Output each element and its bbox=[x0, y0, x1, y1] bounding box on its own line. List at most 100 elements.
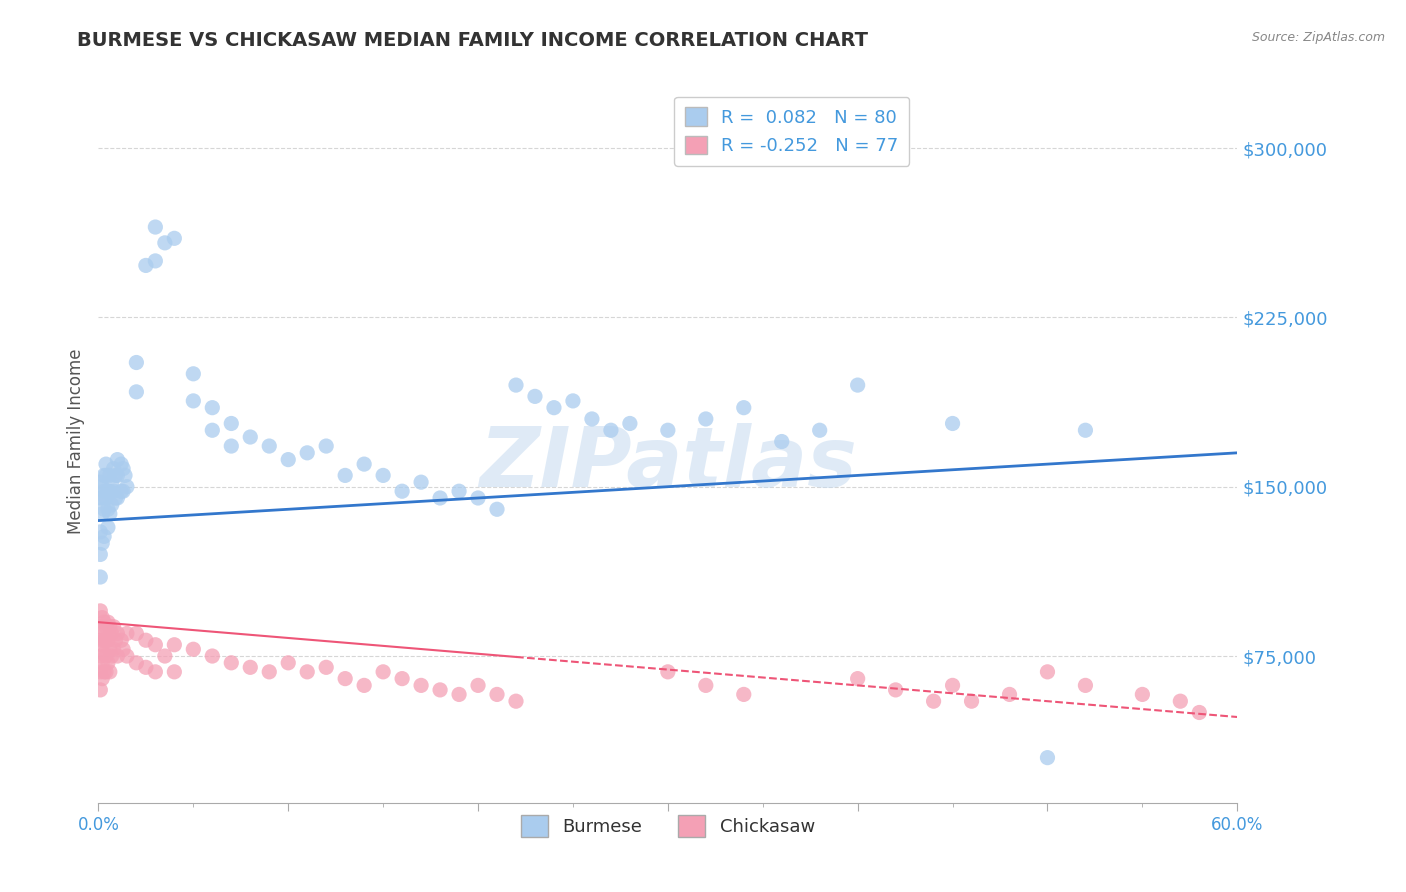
Point bbox=[94, 620, 117, 634]
Text: ZIPatlas: ZIPatlas bbox=[479, 423, 856, 504]
Point bbox=[91, 610, 114, 624]
Point bbox=[93, 647, 115, 661]
Point bbox=[942, 678, 965, 692]
Point bbox=[89, 491, 111, 505]
Point bbox=[115, 648, 138, 663]
Point bbox=[942, 417, 965, 431]
Point bbox=[104, 491, 127, 505]
Point bbox=[221, 656, 243, 670]
Point bbox=[695, 412, 717, 426]
Point bbox=[97, 520, 120, 534]
Point bbox=[335, 672, 357, 686]
Point bbox=[733, 687, 755, 701]
Point bbox=[107, 648, 129, 663]
Point bbox=[524, 389, 547, 403]
Point bbox=[733, 401, 755, 415]
Point bbox=[89, 665, 111, 679]
Point bbox=[467, 491, 489, 505]
Point bbox=[91, 626, 114, 640]
Point bbox=[1036, 665, 1059, 679]
Point bbox=[98, 665, 121, 679]
Point bbox=[112, 461, 135, 475]
Point bbox=[884, 682, 907, 697]
Point bbox=[1074, 423, 1097, 437]
Point bbox=[93, 502, 115, 516]
Point bbox=[107, 491, 129, 505]
Point bbox=[98, 620, 121, 634]
Point bbox=[89, 648, 111, 663]
Point bbox=[846, 378, 869, 392]
Point bbox=[153, 648, 176, 663]
Point bbox=[201, 423, 224, 437]
Point bbox=[91, 656, 114, 670]
Point bbox=[103, 484, 125, 499]
Point bbox=[89, 570, 111, 584]
Point bbox=[657, 423, 679, 437]
Point bbox=[110, 457, 132, 471]
Point bbox=[543, 401, 565, 415]
Point bbox=[221, 417, 243, 431]
Y-axis label: Median Family Income: Median Family Income bbox=[66, 349, 84, 534]
Point bbox=[808, 423, 831, 437]
Point bbox=[104, 468, 127, 483]
Point bbox=[770, 434, 793, 449]
Point bbox=[447, 687, 470, 701]
Point bbox=[1188, 706, 1211, 720]
Point bbox=[91, 491, 114, 505]
Point bbox=[114, 468, 136, 483]
Point bbox=[145, 253, 167, 268]
Point bbox=[91, 507, 114, 521]
Point bbox=[112, 484, 135, 499]
Point bbox=[846, 672, 869, 686]
Point bbox=[94, 457, 117, 471]
Point bbox=[467, 678, 489, 692]
Point bbox=[103, 642, 125, 657]
Point bbox=[94, 665, 117, 679]
Point bbox=[110, 633, 132, 648]
Point bbox=[100, 648, 122, 663]
Point bbox=[98, 468, 121, 483]
Point bbox=[91, 536, 114, 550]
Point bbox=[145, 665, 167, 679]
Point bbox=[115, 626, 138, 640]
Point bbox=[110, 484, 132, 499]
Point bbox=[163, 638, 186, 652]
Point bbox=[391, 672, 413, 686]
Point bbox=[93, 484, 115, 499]
Point bbox=[100, 475, 122, 490]
Point bbox=[94, 468, 117, 483]
Point bbox=[371, 468, 394, 483]
Point bbox=[100, 626, 122, 640]
Point bbox=[277, 656, 299, 670]
Point bbox=[135, 259, 157, 273]
Point bbox=[98, 507, 121, 521]
Point bbox=[429, 491, 451, 505]
Point bbox=[115, 480, 138, 494]
Point bbox=[239, 660, 262, 674]
Point bbox=[505, 378, 527, 392]
Point bbox=[581, 412, 603, 426]
Point bbox=[91, 672, 114, 686]
Point bbox=[619, 417, 641, 431]
Point bbox=[112, 642, 135, 657]
Point bbox=[103, 461, 125, 475]
Point bbox=[277, 452, 299, 467]
Point bbox=[94, 633, 117, 648]
Point bbox=[89, 682, 111, 697]
Point bbox=[486, 502, 509, 516]
Point bbox=[183, 393, 205, 408]
Text: BURMESE VS CHICKASAW MEDIAN FAMILY INCOME CORRELATION CHART: BURMESE VS CHICKASAW MEDIAN FAMILY INCOM… bbox=[77, 31, 869, 50]
Point bbox=[97, 633, 120, 648]
Point bbox=[353, 678, 375, 692]
Point bbox=[1074, 678, 1097, 692]
Point bbox=[486, 687, 509, 701]
Point bbox=[221, 439, 243, 453]
Point bbox=[411, 475, 433, 490]
Point bbox=[125, 626, 148, 640]
Point bbox=[97, 656, 120, 670]
Point bbox=[89, 633, 111, 648]
Point bbox=[335, 468, 357, 483]
Point bbox=[259, 439, 281, 453]
Point bbox=[91, 480, 114, 494]
Point bbox=[315, 660, 337, 674]
